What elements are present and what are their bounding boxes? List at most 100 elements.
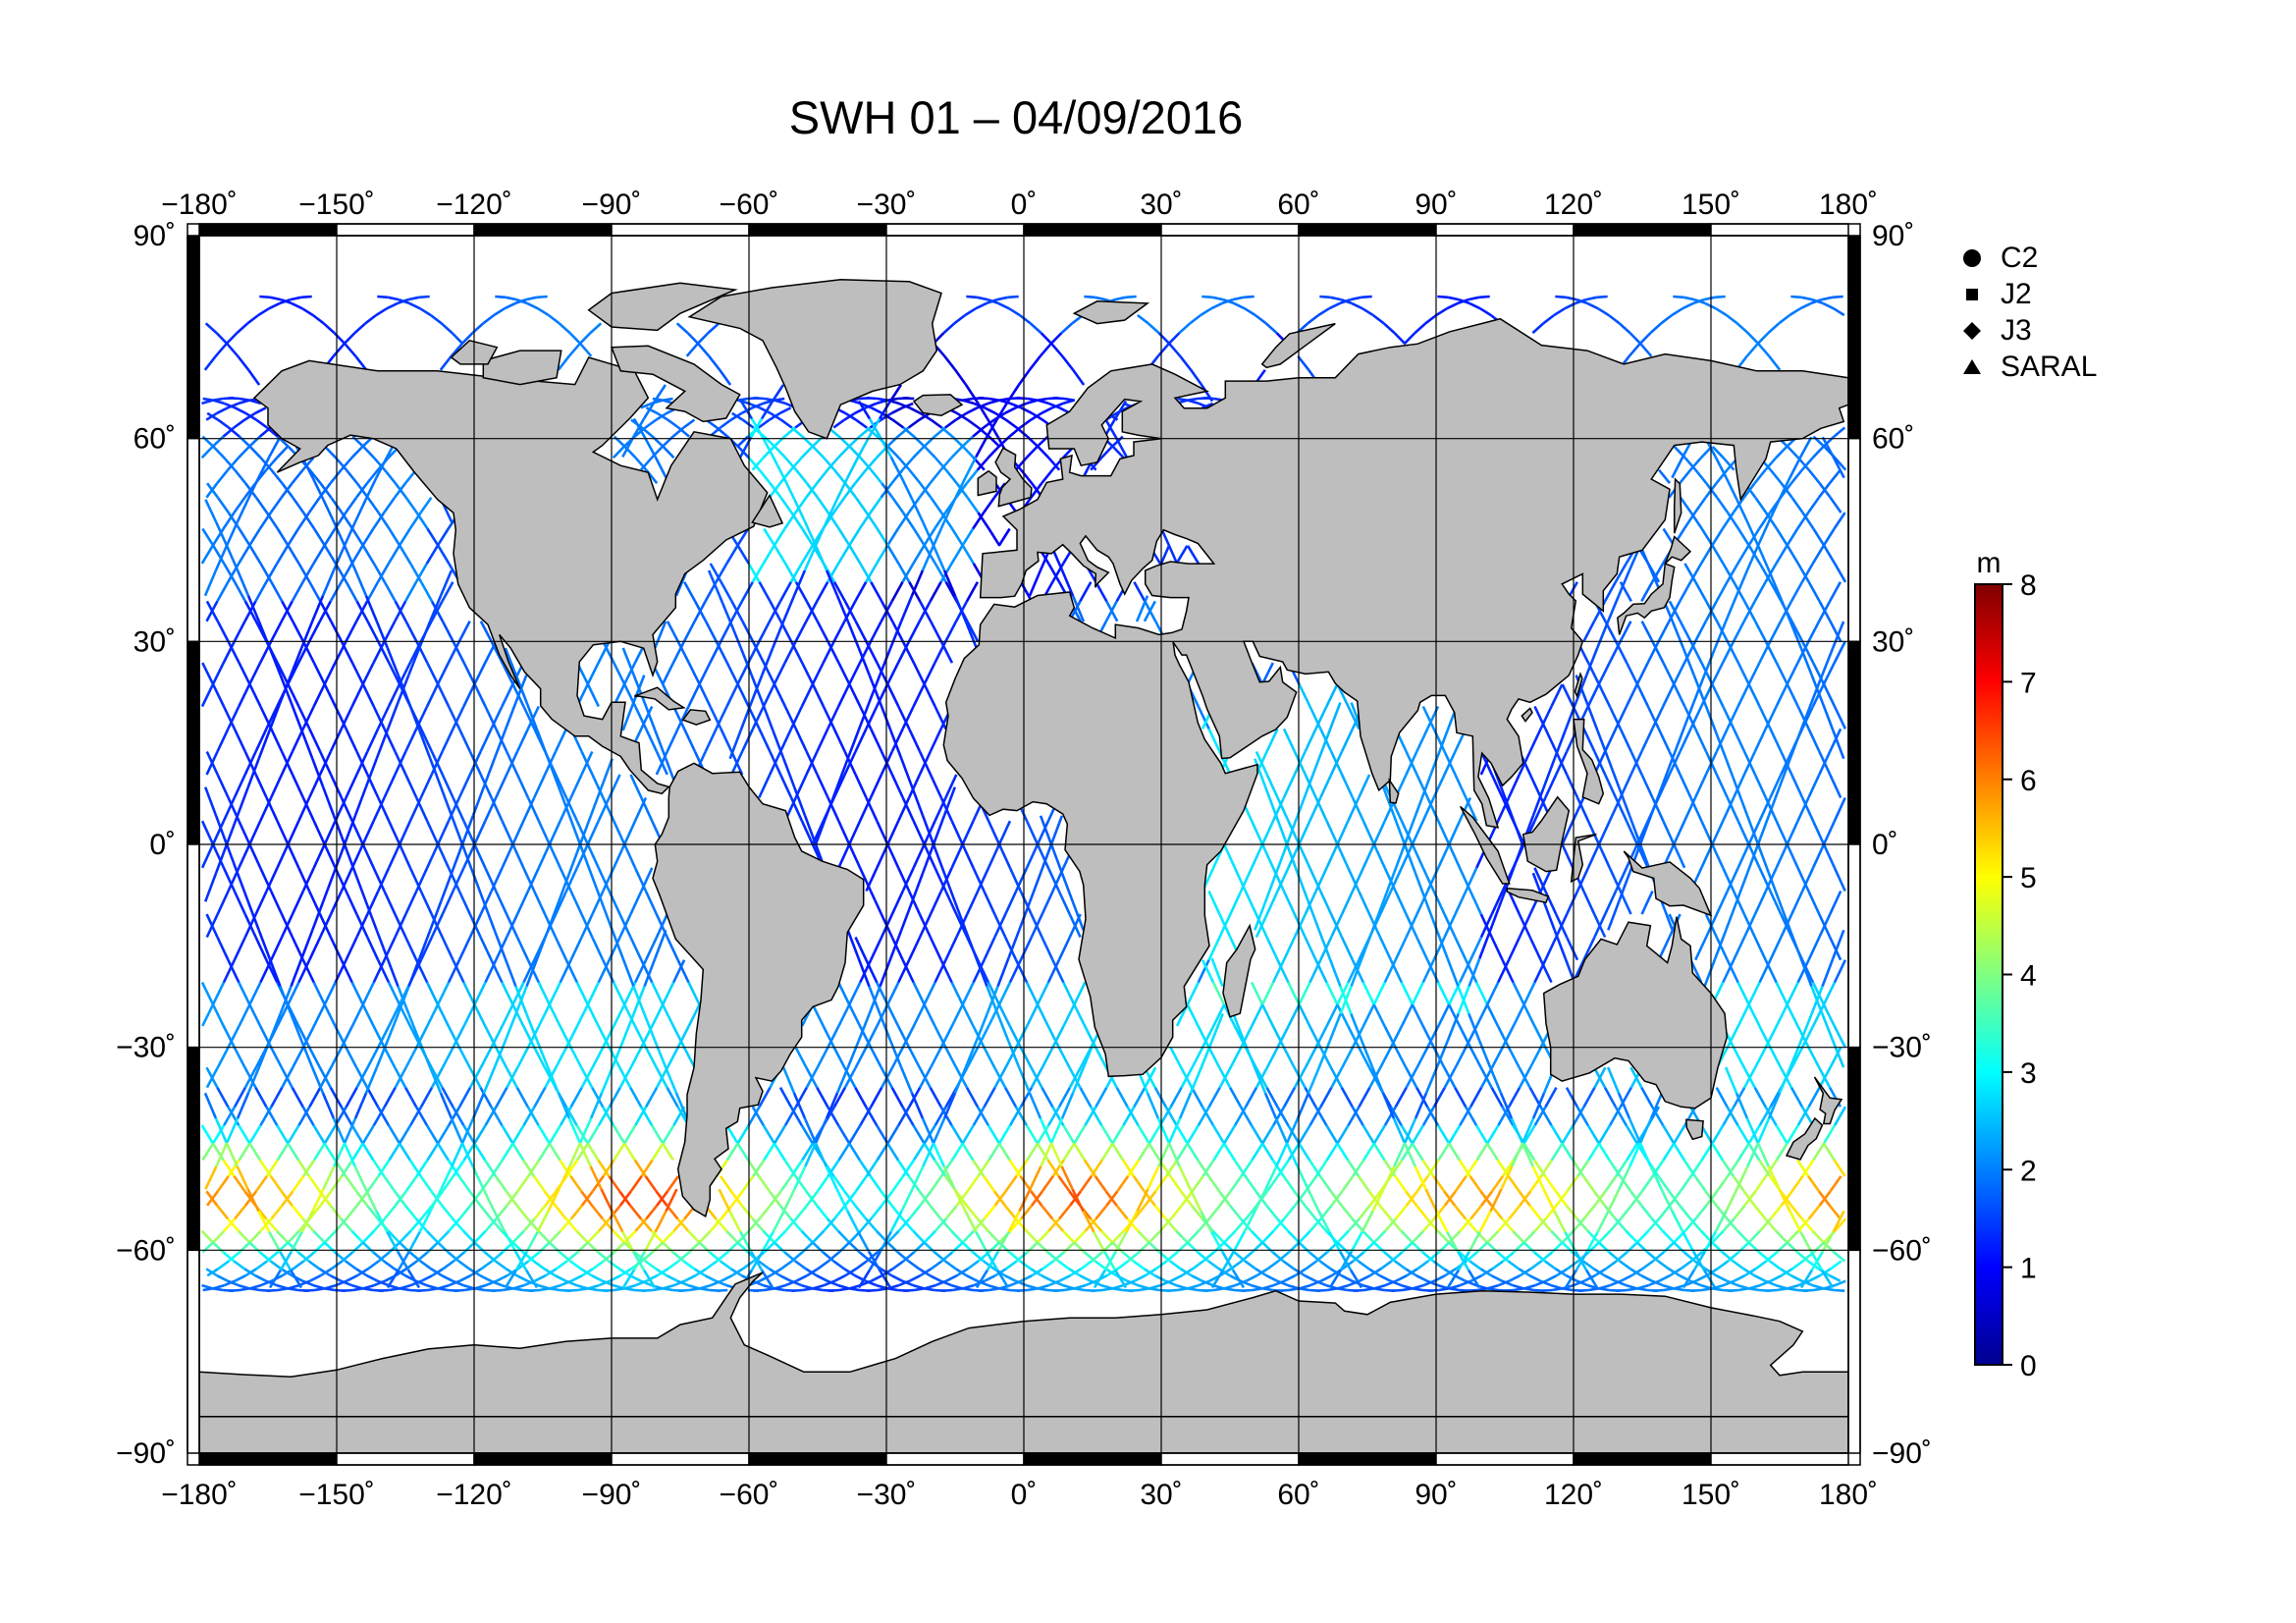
swh-track-segment xyxy=(1336,1142,1350,1162)
swh-track-segment xyxy=(1381,872,1396,902)
swh-track-segment xyxy=(995,1269,1010,1289)
swh-track-segment xyxy=(269,774,284,799)
swh-track-segment xyxy=(1796,1106,1810,1126)
swh-track-segment xyxy=(634,1288,646,1292)
swh-track-segment xyxy=(988,397,1000,403)
swh-track-segment xyxy=(324,1229,337,1244)
swh-track-segment xyxy=(1250,981,1264,1005)
swh-track-segment xyxy=(897,1106,911,1126)
swh-track-segment xyxy=(234,1274,246,1282)
swh-track-segment xyxy=(403,1204,417,1220)
swh-track-segment xyxy=(632,1251,646,1271)
swh-track-segment xyxy=(1534,1279,1547,1287)
swh-track-segment xyxy=(215,332,229,346)
swh-track-segment xyxy=(1018,1188,1032,1212)
swh-track-segment xyxy=(1320,1274,1333,1282)
swh-track-segment xyxy=(934,705,947,730)
swh-track-segment xyxy=(961,1124,975,1144)
swh-track-segment xyxy=(222,796,236,822)
swh-track-segment xyxy=(473,1229,487,1244)
swh-track-segment xyxy=(814,521,828,547)
swh-track-segment xyxy=(1628,343,1641,357)
swh-track-segment xyxy=(950,1003,964,1027)
swh-track-segment xyxy=(634,457,648,471)
swh-track-segment xyxy=(1255,750,1268,776)
swh-track-segment xyxy=(859,1217,873,1232)
swh-track-segment xyxy=(1469,1274,1482,1282)
swh-track-segment xyxy=(1510,815,1524,845)
swh-track-segment xyxy=(1604,774,1618,799)
swh-track-segment xyxy=(1116,1260,1130,1271)
swh-track-segment xyxy=(386,1230,400,1253)
swh-track-segment xyxy=(516,1175,530,1193)
swh-track-segment xyxy=(761,436,774,459)
swh-track-segment xyxy=(1490,936,1504,961)
swh-track-segment xyxy=(236,872,250,902)
swh-track-segment xyxy=(811,683,826,708)
swh-track-segment xyxy=(408,867,422,893)
swh-track-segment xyxy=(815,1117,828,1144)
swh-track-segment xyxy=(1834,1288,1845,1292)
swh-track-segment xyxy=(836,1229,850,1244)
swh-track-segment xyxy=(355,1190,369,1207)
swh-track-segment xyxy=(898,402,911,409)
swh-track-segment xyxy=(404,774,418,799)
swh-track-segment xyxy=(1197,1106,1210,1126)
swh-track-segment xyxy=(1293,750,1307,776)
swh-track-segment xyxy=(1421,959,1435,984)
swh-track-segment xyxy=(1047,1106,1061,1126)
swh-track-segment xyxy=(205,1190,219,1207)
swh-track-segment xyxy=(377,1251,391,1263)
swh-track-segment xyxy=(329,1086,343,1108)
swh-track-segment xyxy=(1285,843,1300,874)
swh-track-segment xyxy=(1384,1279,1397,1287)
swh-track-segment xyxy=(597,1025,611,1048)
swh-track-segment xyxy=(362,446,375,460)
swh-track-segment xyxy=(875,545,889,565)
swh-track-segment xyxy=(966,295,978,299)
swh-track-segment xyxy=(225,521,239,547)
swh-track-segment xyxy=(1020,1204,1034,1220)
swh-track-segment xyxy=(929,1274,941,1282)
swh-track-segment xyxy=(1007,295,1019,299)
swh-track-segment xyxy=(407,702,421,731)
swh-track-segment xyxy=(1833,867,1846,893)
swh-track-segment xyxy=(1597,820,1611,845)
swh-track-segment xyxy=(1244,1260,1257,1271)
swh-track-segment xyxy=(211,1003,225,1027)
swh-track-segment xyxy=(387,1124,400,1144)
swh-track-segment xyxy=(843,482,857,499)
lat-tick-label: 60˚ xyxy=(1872,423,1914,456)
colorbar-tick-label: 6 xyxy=(2020,765,2037,797)
swh-track-segment xyxy=(1593,913,1607,939)
swh-track-segment xyxy=(1383,1159,1397,1177)
swh-track-segment xyxy=(276,1229,289,1243)
swh-track-segment xyxy=(259,295,271,299)
swh-track-segment xyxy=(386,702,400,731)
swh-track-segment xyxy=(1735,872,1749,902)
swh-track-segment xyxy=(832,1175,846,1193)
swh-track-segment xyxy=(740,581,754,603)
swh-track-segment xyxy=(1341,1046,1355,1068)
swh-track-segment xyxy=(420,1274,433,1282)
swh-track-segment xyxy=(1703,957,1717,987)
swh-track-segment xyxy=(580,750,594,776)
swh-track-segment xyxy=(216,1086,230,1108)
swh-track-segment xyxy=(1285,1142,1299,1167)
swh-track-segment xyxy=(366,621,380,643)
swh-track-segment xyxy=(296,641,311,664)
swh-track-segment xyxy=(1468,1046,1482,1068)
swh-track-segment xyxy=(623,1124,637,1144)
swh-track-segment xyxy=(350,662,365,685)
swh-track-segment xyxy=(537,981,551,1005)
swh-track-segment xyxy=(353,569,368,597)
swh-track-segment xyxy=(537,307,550,317)
swh-track-segment xyxy=(408,1159,422,1177)
swh-track-segment xyxy=(280,1066,294,1089)
swh-track-segment xyxy=(890,1086,904,1108)
swh-track-segment xyxy=(694,1268,707,1277)
swh-track-segment xyxy=(376,959,391,984)
swh-track-segment xyxy=(1051,402,1064,409)
swh-track-segment xyxy=(709,1251,721,1263)
swh-track-segment xyxy=(987,446,1000,460)
